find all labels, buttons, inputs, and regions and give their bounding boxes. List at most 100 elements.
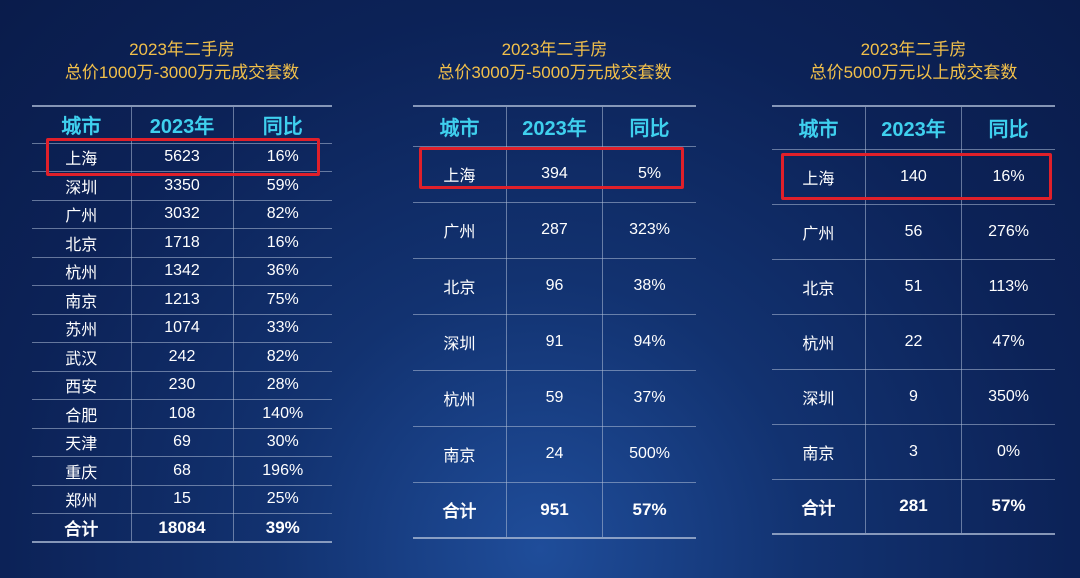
cell-yoy: 323% [602,202,696,259]
cell-city: 广州 [32,200,132,229]
cell-yoy: 500% [602,426,696,483]
header-yoy: 同比 [232,105,332,144]
cell-yoy: 140% [232,399,332,429]
table-title: 2023年二手房 总价3000万-5000万元成交套数 [413,38,696,84]
cell-value: 24 [505,426,604,483]
header-row: 城市 2023年 同比 [413,105,696,147]
cell-city: 苏州 [32,314,132,343]
cell-city: 上海 [772,149,866,205]
total-value: 18084 [130,513,234,543]
cell-city: 广州 [772,204,866,260]
cell-yoy: 16% [961,149,1055,205]
table-row: 合肥 108 140% [32,399,332,429]
table-row: 南京 24 500% [413,426,696,483]
table-row: 广州 3032 82% [32,200,332,229]
cell-value: 59 [505,370,604,427]
cell-yoy: 28% [232,371,332,400]
table-row: 深圳 9 350% [772,369,1055,425]
table-row: 广州 287 323% [413,202,696,259]
cell-value: 1213 [130,285,234,315]
cell-value: 3350 [130,171,234,201]
header-yoy: 同比 [602,105,696,147]
table-row: 苏州 1074 33% [32,314,332,343]
cell-city: 北京 [413,258,507,315]
cell-city: 北京 [772,259,866,315]
cell-value: 91 [505,314,604,371]
data-table: 城市 2023年 同比 上海 394 5% 广州 287 323% 北京 96 38% 深圳 91 94% 杭… [413,105,696,539]
cell-value: 3 [864,424,963,480]
title-line-2: 总价1000万-3000万元成交套数 [64,63,300,82]
title-line-1: 2023年二手房 [501,40,608,59]
cell-value: 56 [864,204,963,260]
cell-yoy: 30% [232,428,332,457]
cell-yoy: 16% [232,228,332,258]
cell-value: 242 [130,342,234,372]
cell-city: 西安 [32,371,132,400]
cell-value: 1074 [130,314,234,343]
title-line-2: 总价3000万-5000万元成交套数 [437,63,672,82]
cell-value: 1342 [130,257,234,286]
cell-yoy: 196% [232,456,332,486]
cell-value: 5623 [130,143,234,172]
table-row: 深圳 3350 59% [32,171,332,201]
cell-city: 上海 [413,146,507,203]
table-row: 深圳 91 94% [413,314,696,371]
table-row: 上海 394 5% [413,146,696,203]
cell-yoy: 37% [602,370,696,427]
cell-yoy: 75% [232,285,332,315]
table-row: 广州 56 276% [772,204,1055,260]
cell-city: 郑州 [32,485,132,514]
cell-city: 北京 [32,228,132,258]
table-row: 天津 69 30% [32,428,332,457]
table-row: 西安 230 28% [32,371,332,400]
cell-value: 230 [130,371,234,400]
cell-value: 140 [864,149,963,205]
header-value: 2023年 [130,105,234,144]
cell-value: 287 [505,202,604,259]
cell-value: 69 [130,428,234,457]
total-row: 合计 281 57% [772,479,1055,535]
cell-value: 1718 [130,228,234,258]
cell-city: 深圳 [32,171,132,201]
cell-value: 68 [130,456,234,486]
title-line-1: 2023年二手房 [129,40,235,59]
cell-value: 15 [130,485,234,514]
cell-yoy: 36% [232,257,332,286]
cell-value: 394 [505,146,604,203]
total-row: 合计 951 57% [413,482,696,539]
table-row: 杭州 59 37% [413,370,696,427]
table-title: 2023年二手房 总价5000万元以上成交套数 [772,38,1055,84]
cell-value: 96 [505,258,604,315]
title-line-2: 总价5000万元以上成交套数 [809,63,1018,82]
total-value: 281 [864,479,963,535]
cell-city: 南京 [32,285,132,315]
total-yoy: 57% [602,482,696,539]
table-row: 北京 1718 16% [32,228,332,258]
cell-city: 杭州 [413,370,507,427]
table-row: 郑州 15 25% [32,485,332,514]
total-city: 合计 [413,482,507,539]
table-title: 2023年二手房 总价1000万-3000万元成交套数 [32,38,332,84]
data-table: 城市 2023年 同比 上海 5623 16% 深圳 3350 59% 广州 3032 82% 北京 17… [32,105,332,543]
cell-yoy: 59% [232,171,332,201]
table-row: 上海 140 16% [772,149,1055,205]
cell-city: 合肥 [32,399,132,429]
cell-value: 108 [130,399,234,429]
total-city: 合计 [772,479,866,535]
cell-city: 深圳 [772,369,866,425]
table-row: 北京 51 113% [772,259,1055,315]
header-value: 2023年 [864,105,963,150]
table-row: 南京 1213 75% [32,285,332,315]
total-yoy: 57% [961,479,1055,535]
table-row: 上海 5623 16% [32,143,332,172]
cell-city: 广州 [413,202,507,259]
cell-yoy: 38% [602,258,696,315]
table-row: 南京 3 0% [772,424,1055,480]
table-row: 杭州 1342 36% [32,257,332,286]
cell-city: 杭州 [32,257,132,286]
cell-yoy: 16% [232,143,332,172]
cell-yoy: 33% [232,314,332,343]
cell-yoy: 82% [232,342,332,372]
cell-yoy: 350% [961,369,1055,425]
cell-yoy: 47% [961,314,1055,370]
